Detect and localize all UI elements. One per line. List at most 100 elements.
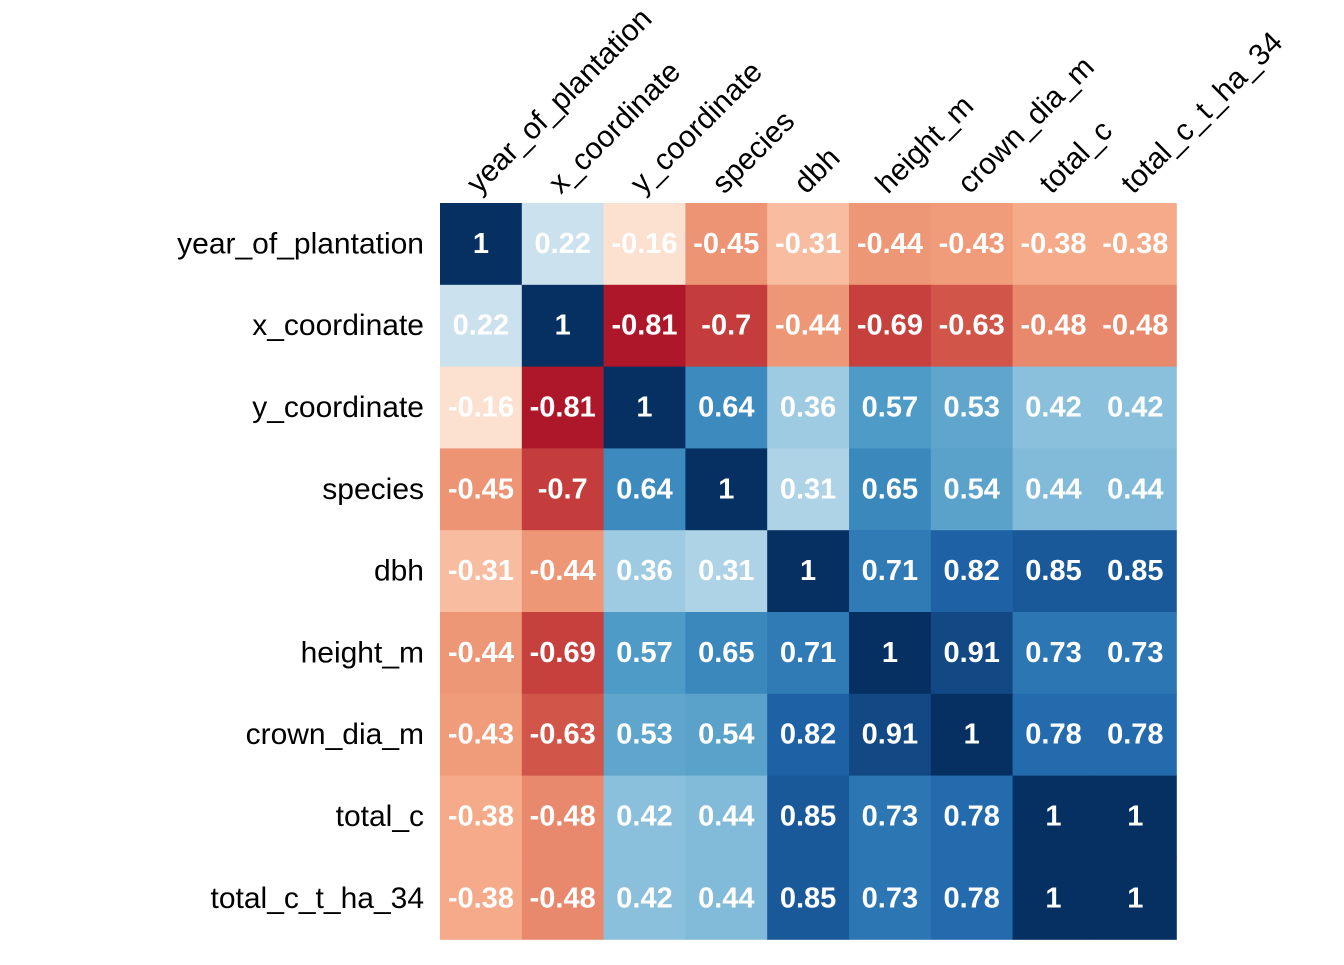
heatmap-cell <box>930 448 1014 531</box>
cell-value-label: -0.44 <box>775 310 841 342</box>
heatmap-cell <box>440 448 523 531</box>
cell-value-label: 0.42 <box>616 882 672 914</box>
cell-value-label: -0.38 <box>448 801 514 833</box>
cell-value-label: 0.65 <box>862 473 918 505</box>
cell-value-label: 1 <box>636 392 652 424</box>
heatmap-cell <box>930 857 1014 940</box>
cell-value-label: 0.36 <box>780 392 836 424</box>
heatmap-cell <box>767 612 850 695</box>
heatmap-cell <box>1094 693 1177 777</box>
cell-value-label: 0.85 <box>780 801 836 833</box>
cells-layer <box>440 203 1177 940</box>
cell-value-label: 0.44 <box>698 801 754 833</box>
cell-value-label: -0.69 <box>530 637 596 669</box>
cell-value-label: 0.44 <box>698 882 754 914</box>
cell-value-label: 1 <box>800 555 816 587</box>
heatmap-cell <box>603 366 686 449</box>
cell-value-label: 0.78 <box>943 882 999 914</box>
heatmap-cell <box>849 448 932 531</box>
row-label: x_coordinate <box>252 309 424 342</box>
heatmap-cell <box>603 448 686 531</box>
cell-value-label: 1 <box>964 719 980 751</box>
heatmap-cell <box>1094 284 1177 368</box>
heatmap-cell <box>440 857 523 940</box>
heatmap-cell <box>1094 203 1177 286</box>
cell-value-label: 0.54 <box>943 473 999 505</box>
heatmap-cell <box>930 775 1014 858</box>
cell-value-label: 0.22 <box>453 310 509 342</box>
cell-value-label: -0.48 <box>530 882 596 914</box>
cell-value-label: 0.78 <box>1107 719 1163 751</box>
cell-value-label: 0.82 <box>780 719 836 751</box>
cell-value-label: -0.63 <box>530 719 596 751</box>
cell-value-label: -0.45 <box>693 228 759 260</box>
heatmap-cell <box>440 366 523 449</box>
heatmap-cell <box>1012 366 1095 449</box>
heatmap-cell <box>1012 530 1095 613</box>
heatmap-cell <box>603 693 686 777</box>
cell-value-label: 0.36 <box>616 555 672 587</box>
heatmap-cell <box>849 693 932 777</box>
heatmap-cell <box>849 775 932 858</box>
values-layer: 1 0.22 -0.16 -0.45 -0.31 -0.44 -0.43 -0.38 -0.38… <box>448 228 1169 914</box>
cell-value-label: 1 <box>882 637 898 669</box>
heatmap-cell <box>521 775 605 858</box>
heatmap-cell <box>521 448 605 531</box>
heatmap-cell <box>440 284 523 368</box>
cell-value-label: 1 <box>555 310 571 342</box>
heatmap-cell <box>1012 775 1095 858</box>
row-label: dbh <box>374 555 424 588</box>
cell-value-label: 0.73 <box>1025 637 1081 669</box>
heatmap-cell <box>1094 366 1177 449</box>
heatmap-cell <box>440 612 523 695</box>
cell-value-label: 0.73 <box>862 882 918 914</box>
heatmap-cell <box>1094 530 1177 613</box>
cell-value-label: 0.57 <box>616 637 672 669</box>
heatmap-cell <box>767 530 850 613</box>
heatmap-cell <box>440 775 523 858</box>
cell-value-label: 0.78 <box>1025 719 1081 751</box>
heatmap-cell <box>767 448 850 531</box>
cell-value-label: -0.31 <box>448 555 514 587</box>
heatmap-cell <box>603 203 686 286</box>
heatmap-cell <box>930 366 1014 449</box>
heatmap-cell <box>930 284 1014 368</box>
cell-value-label: -0.16 <box>611 228 677 260</box>
heatmap-cell <box>930 612 1014 695</box>
cell-value-label: -0.7 <box>538 473 588 505</box>
cell-value-label: 1 <box>1045 801 1061 833</box>
heatmap-cell <box>1094 775 1177 858</box>
cell-value-label: -0.48 <box>530 801 596 833</box>
cell-value-label: 0.78 <box>943 801 999 833</box>
cell-value-label: 1 <box>473 228 489 260</box>
cell-value-label: 0.44 <box>1025 473 1081 505</box>
heatmap-cell <box>1094 612 1177 695</box>
cell-value-label: -0.16 <box>448 392 514 424</box>
heatmap-cell <box>767 366 850 449</box>
heatmap-cell <box>440 530 523 613</box>
heatmap-cell <box>930 530 1014 613</box>
heatmap-cell <box>521 284 605 368</box>
heatmap-cell <box>849 366 932 449</box>
heatmap-cell <box>603 775 686 858</box>
heatmap-cell <box>685 366 768 449</box>
row-label: total_c <box>336 800 424 833</box>
heatmap-cell <box>603 284 686 368</box>
cell-value-label: 0.73 <box>862 801 918 833</box>
cell-value-label: 1 <box>1127 882 1143 914</box>
heatmap-cell <box>521 530 605 613</box>
cell-value-label: 0.44 <box>1107 473 1163 505</box>
heatmap-cell <box>685 448 768 531</box>
cell-value-label: -0.38 <box>1102 228 1168 260</box>
heatmap-cell <box>849 612 932 695</box>
cell-value-label: -0.44 <box>530 555 596 587</box>
heatmap-cell <box>440 693 523 777</box>
heatmap-cell <box>1094 448 1177 531</box>
cell-value-label: -0.44 <box>857 228 923 260</box>
cell-value-label: -0.38 <box>1020 228 1086 260</box>
cell-value-label: 1 <box>1127 801 1143 833</box>
heatmap-cell <box>521 693 605 777</box>
cell-value-label: 0.53 <box>943 392 999 424</box>
heatmap-cell <box>1094 857 1177 940</box>
